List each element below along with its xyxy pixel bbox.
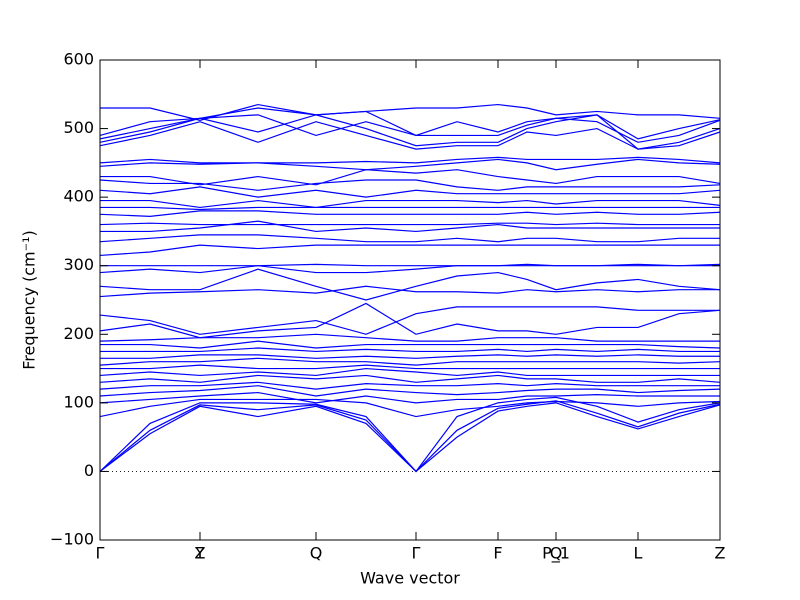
band-line (100, 220, 720, 233)
band-line (99, 398, 721, 418)
band-line (99, 186, 721, 198)
y-tick-label: 500 (63, 118, 94, 137)
band-line (99, 156, 721, 164)
y-tick-label: 100 (63, 392, 94, 411)
x-tick-label: Γ (96, 544, 105, 563)
band-line (99, 400, 721, 473)
band-line (99, 357, 721, 366)
band-line (99, 396, 721, 473)
band-line (99, 234, 720, 243)
band-line (100, 263, 721, 267)
band-line (99, 121, 721, 150)
y-tick-label: 0 (84, 461, 94, 480)
band-line (99, 385, 721, 397)
band-line (100, 103, 721, 121)
y-tick-label: 300 (63, 255, 94, 274)
band-line (99, 381, 720, 390)
band-line (99, 210, 721, 217)
x-tick-label: Z (715, 544, 726, 563)
band-line (100, 206, 720, 211)
x-tick-label: F (493, 544, 502, 563)
band-line (100, 340, 721, 349)
band-line (99, 374, 721, 383)
band-line (100, 347, 720, 353)
band-line (99, 306, 720, 335)
band-line (99, 114, 721, 143)
x-axis-label: Wave vector (360, 569, 460, 588)
x-tick-label: P_1 (542, 544, 570, 564)
x-tick-label: Γ (412, 544, 421, 563)
x-tick-label: Q (550, 544, 563, 563)
band-line (99, 268, 721, 301)
y-axis-label: Frequency (cm⁻¹) (20, 230, 39, 369)
band-line (100, 364, 720, 370)
band-line (99, 158, 721, 171)
x-tick-label: Y (194, 544, 205, 563)
band-line (100, 199, 721, 209)
y-tick-label: 200 (63, 324, 94, 343)
x-tick-label: Q (310, 544, 323, 563)
band-line (99, 402, 721, 473)
band-line (99, 179, 721, 191)
y-tick-label: 400 (63, 187, 94, 206)
band-line (99, 367, 720, 377)
band-line (99, 222, 720, 226)
x-tick-label: L (634, 544, 643, 563)
band-line (99, 244, 720, 257)
y-tick-label: 600 (63, 50, 94, 69)
x-tick-label: Z (195, 544, 206, 563)
band-line (100, 354, 720, 359)
band-line (100, 169, 721, 186)
plot-frame (99, 59, 721, 541)
band-line (99, 285, 720, 298)
band-line (99, 302, 721, 339)
y-tick-label: −100 (50, 530, 94, 549)
band-line (99, 114, 721, 150)
band-line (99, 391, 720, 404)
band-line (99, 333, 720, 342)
